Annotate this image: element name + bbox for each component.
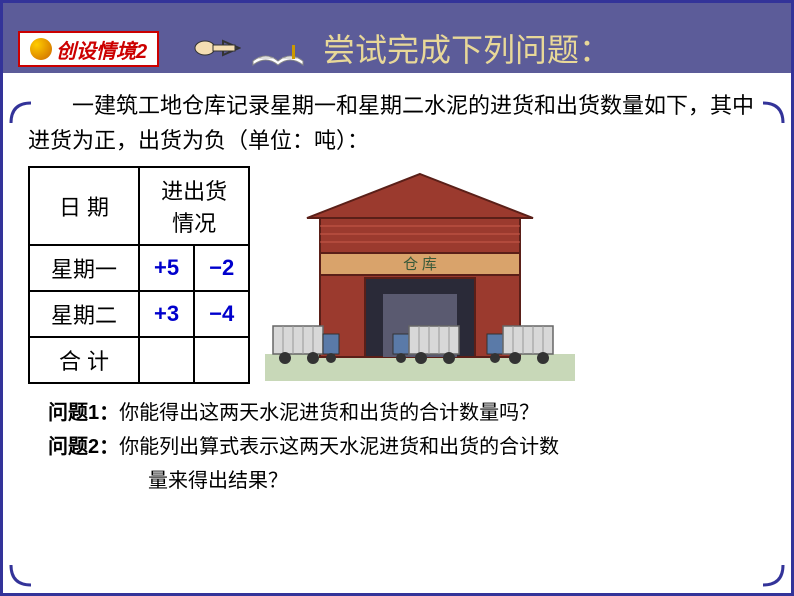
corner-decoration-br — [761, 563, 785, 587]
q2-text: 你能列出算式表示这两天水泥进货和出货的合计数 量来得出结果？ — [48, 436, 559, 492]
row-label: 合 计 — [29, 337, 139, 383]
question-2: 问题2：你能列出算式表示这两天水泥进货和出货的合计数 量来得出结果？ — [48, 430, 746, 498]
pointing-hand-icon — [193, 33, 241, 68]
data-table: 日 期 进出货情况 星期一 +5 −2 星期二 +3 −4 合 计 — [28, 166, 250, 384]
q1-label: 问题1： — [48, 402, 119, 424]
slide-title: 尝试完成下列问题： — [323, 25, 611, 71]
table-row: 合 计 — [29, 337, 249, 383]
corner-decoration-tl — [9, 101, 33, 125]
corner-decoration-bl — [9, 563, 33, 587]
table-header-row: 日 期 进出货情况 — [29, 167, 249, 245]
cell-in — [139, 337, 194, 383]
header-bar: 创设情境2 尝试完成下列问题： — [3, 3, 791, 73]
corner-decoration-tr — [761, 101, 785, 125]
slide: 创设情境2 尝试完成下列问题： 一建筑工地仓库记录星期一和星期二水泥的进货和出货… — [0, 0, 794, 596]
row-label: 星期二 — [29, 291, 139, 337]
question-1: 问题1：你能得出这两天水泥进货和出货的合计数量吗？ — [48, 396, 746, 430]
context-badge: 创设情境2 — [18, 31, 159, 67]
warehouse-illustration: 仓 库 — [265, 166, 575, 381]
cell-out: −4 — [194, 291, 249, 337]
header-status: 进出货情况 — [139, 167, 249, 245]
cell-out: −2 — [194, 245, 249, 291]
open-book-icon — [248, 39, 308, 74]
badge-text: 创设情境2 — [56, 35, 147, 64]
header-date: 日 期 — [29, 167, 139, 245]
table-row: 星期二 +3 −4 — [29, 291, 249, 337]
row-label: 星期一 — [29, 245, 139, 291]
cell-in: +3 — [139, 291, 194, 337]
warehouse-label-text: 仓 库 — [403, 256, 437, 273]
table-row: 星期一 +5 −2 — [29, 245, 249, 291]
main-row: 日 期 进出货情况 星期一 +5 −2 星期二 +3 −4 合 计 — [28, 166, 766, 384]
questions-block: 问题1：你能得出这两天水泥进货和出货的合计数量吗？ 问题2：你能列出算式表示这两… — [28, 396, 766, 498]
q1-text: 你能得出这两天水泥进货和出货的合计数量吗？ — [119, 402, 539, 424]
intro-text: 一建筑工地仓库记录星期一和星期二水泥的进货和出货数量如下，其中进货为正，出货为负… — [28, 88, 766, 158]
cell-in: +5 — [139, 245, 194, 291]
content-area: 一建筑工地仓库记录星期一和星期二水泥的进货和出货数量如下，其中进货为正，出货为负… — [3, 73, 791, 508]
globe-icon — [30, 38, 52, 60]
cell-out — [194, 337, 249, 383]
q2-label: 问题2： — [48, 436, 119, 458]
